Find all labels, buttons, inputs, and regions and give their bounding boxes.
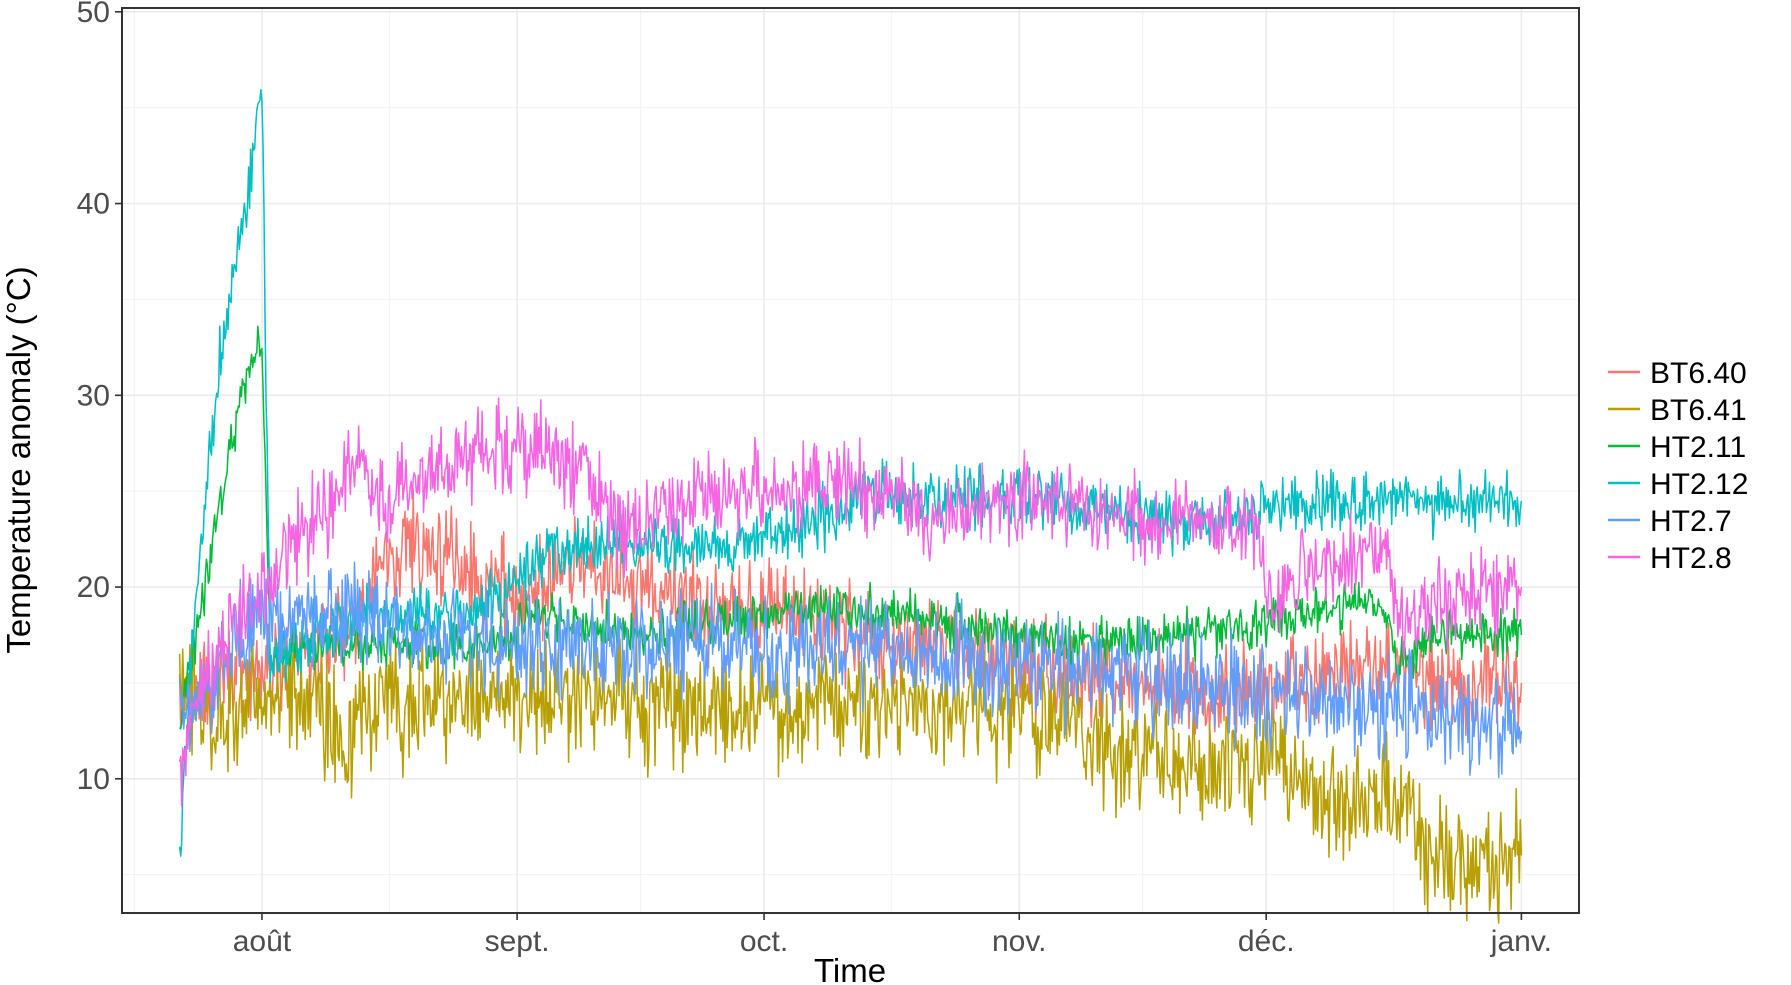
series-line-BT6.41: [178, 625, 1523, 924]
series-line-HT2.7: [178, 561, 1523, 779]
y-tick-label: 20: [77, 571, 110, 604]
legend: BT6.40 BT6.41 HT2.11 HT2.12 HT2.7 HT2.8: [1608, 357, 1748, 575]
series-line-BT6.40: [178, 488, 1523, 737]
y-axis: 10 20 30 40 50: [77, 0, 122, 796]
x-axis: août sept. oct. nov. déc. janv.: [233, 913, 1552, 958]
legend-label-HT2.11: HT2.11: [1650, 431, 1746, 464]
x-tick-label: sept.: [485, 925, 550, 958]
series-lines: [178, 89, 1523, 924]
plot-background: [122, 8, 1579, 913]
series-line-HT2.8: [178, 397, 1523, 807]
y-tick-label: 30: [77, 379, 110, 412]
y-tick-label: 40: [77, 188, 110, 221]
x-tick-label: août: [233, 925, 292, 958]
y-tick-label: 50: [77, 0, 110, 29]
x-tick-label: oct.: [740, 925, 788, 958]
legend-label-HT2.7: HT2.7: [1650, 505, 1732, 538]
x-tick-label: nov.: [992, 925, 1046, 958]
legend-label-HT2.12: HT2.12: [1650, 468, 1748, 501]
x-tick-label: déc.: [1238, 925, 1295, 958]
plot-border: [121, 7, 1580, 914]
legend-label-HT2.8: HT2.8: [1650, 542, 1732, 575]
legend-label-BT6.41: BT6.41: [1650, 394, 1747, 427]
x-axis-title: Time: [814, 952, 886, 985]
legend-label-BT6.40: BT6.40: [1650, 357, 1747, 390]
minor-gridlines: [122, 8, 1579, 913]
y-tick-label: 10: [77, 763, 110, 796]
y-axis-title: Temperature anomaly (°C): [0, 266, 37, 653]
x-tick-label: janv.: [1490, 925, 1552, 958]
